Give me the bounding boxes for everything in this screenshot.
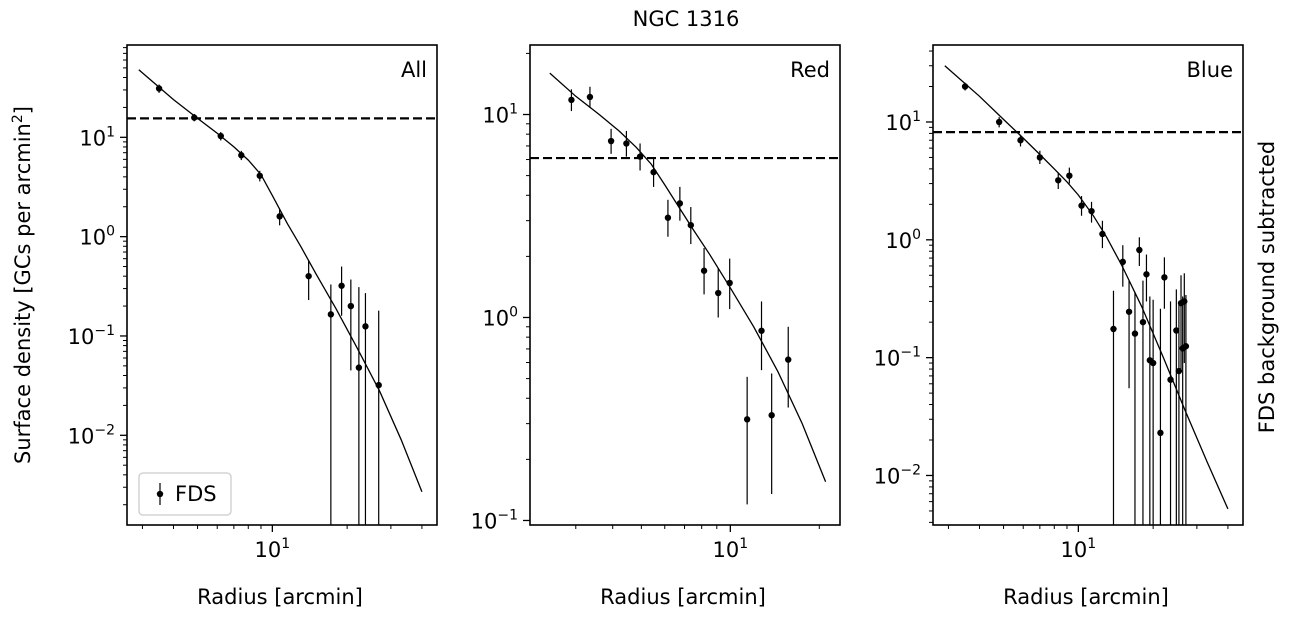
data-point xyxy=(1099,230,1106,238)
y-tick-label: 101 xyxy=(885,109,921,135)
model-curve xyxy=(138,69,423,493)
data-point xyxy=(1157,429,1164,437)
axes-frame xyxy=(126,44,438,526)
data-point xyxy=(362,323,369,330)
data-point xyxy=(650,168,657,176)
y-tick-label: 10−2 xyxy=(874,462,921,488)
data-point xyxy=(1139,318,1147,326)
y-tick-label: 101 xyxy=(79,124,115,150)
data-point xyxy=(1149,359,1157,367)
data-point xyxy=(347,302,355,310)
data-point xyxy=(1125,308,1133,315)
y-tick-label: 100 xyxy=(79,224,115,250)
y-tick-label: 10−1 xyxy=(471,507,518,533)
y-tick-label: 100 xyxy=(482,304,518,330)
data-point xyxy=(276,213,283,220)
data-point xyxy=(586,93,594,101)
x-tick-label: 101 xyxy=(1061,536,1097,562)
data-point xyxy=(785,356,792,363)
x-tick-label: 101 xyxy=(255,536,291,562)
plot-area xyxy=(933,65,1243,525)
data-point xyxy=(961,83,969,90)
x-tick-label: 101 xyxy=(712,536,748,562)
model-curve xyxy=(549,72,827,483)
data-point xyxy=(1181,298,1188,305)
panel-red: 101 101 100 10−1 Red Radius [arcmin] xyxy=(471,44,841,609)
data-point xyxy=(743,416,751,423)
data-point xyxy=(238,152,245,159)
data-point xyxy=(568,96,575,104)
data-point xyxy=(1173,327,1180,334)
plot-area xyxy=(530,72,840,505)
x-axis-label: Radius [arcmin] xyxy=(1003,585,1169,609)
panel-label: Red xyxy=(790,58,830,82)
data-point xyxy=(636,153,644,160)
data-point xyxy=(676,200,684,207)
y-tick-label: 10−1 xyxy=(68,323,115,349)
data-point xyxy=(1143,271,1150,278)
panel-blue: 101 101 100 10−1 10−2 Blue Radius [arcmin] xyxy=(874,44,1244,609)
y-axis-label: Surface density [GCs per arcmin2] xyxy=(10,106,35,464)
plot-area xyxy=(127,69,437,525)
data-point xyxy=(375,381,382,389)
panel-all: 101 101 100 10−1 10−2 All Radius [arcmin] FDS xyxy=(68,44,438,609)
axes-frame xyxy=(529,44,841,526)
data-point xyxy=(327,311,335,318)
x-axis-label: Radius [arcmin] xyxy=(197,585,363,609)
data-point xyxy=(155,85,163,92)
data-point xyxy=(1078,202,1085,209)
y-tick-label: 101 xyxy=(482,102,518,128)
data-point xyxy=(1131,330,1139,337)
panel-label: Blue xyxy=(1187,58,1233,82)
legend-marker xyxy=(156,490,164,498)
data-point xyxy=(191,114,198,121)
data-point xyxy=(687,221,695,229)
data-point xyxy=(355,364,363,371)
y-tick-label: 100 xyxy=(885,227,921,253)
legend-label: FDS xyxy=(175,482,217,506)
axes-frame xyxy=(932,44,1244,526)
data-point xyxy=(607,137,615,145)
data-point xyxy=(768,412,775,419)
panel-label: All xyxy=(401,58,427,82)
data-point xyxy=(256,172,263,179)
data-point xyxy=(758,327,765,334)
data-point xyxy=(700,267,708,274)
y-tick-label: 10−2 xyxy=(68,422,115,448)
data-point xyxy=(664,214,672,221)
data-point xyxy=(1017,137,1024,144)
ticks xyxy=(523,52,820,532)
data-point xyxy=(338,282,345,289)
data-point xyxy=(1182,343,1190,350)
data-point xyxy=(715,289,722,297)
legend-box xyxy=(138,472,232,516)
data-point xyxy=(217,132,224,140)
data-point xyxy=(1119,258,1127,266)
data-point xyxy=(995,118,1003,126)
ticks xyxy=(120,47,423,532)
data-point xyxy=(1175,367,1183,375)
data-point xyxy=(1055,177,1062,184)
model-curve xyxy=(944,65,1229,510)
figure-title: NGC 1316 xyxy=(633,7,740,31)
data-point xyxy=(1066,172,1073,179)
x-axis-label: Radius [arcmin] xyxy=(600,585,766,609)
right-axis-label: FDS background subtracted xyxy=(1255,141,1279,433)
data-point xyxy=(1136,246,1143,254)
data-point xyxy=(726,279,733,287)
y-tick-label: 10−1 xyxy=(874,345,921,371)
data-point xyxy=(623,140,630,147)
data-point xyxy=(1088,207,1095,215)
data-point xyxy=(1167,376,1174,383)
legend: FDS xyxy=(138,472,232,516)
data-point xyxy=(1161,274,1168,281)
data-point xyxy=(1110,325,1117,333)
data-point xyxy=(1036,154,1044,161)
data-point xyxy=(305,272,312,280)
